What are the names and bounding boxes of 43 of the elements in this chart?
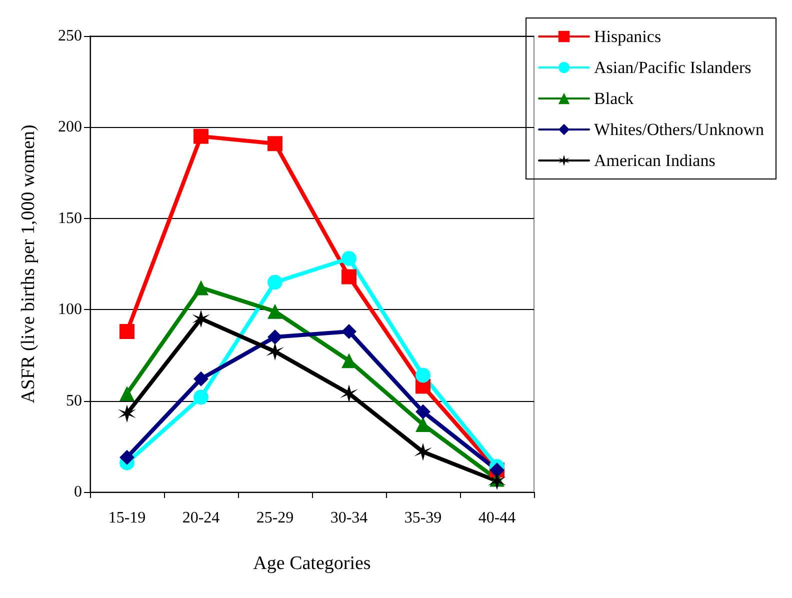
legend-label: Whites/Others/Unknown bbox=[594, 120, 764, 139]
point bbox=[416, 404, 430, 420]
point bbox=[266, 342, 284, 361]
point bbox=[192, 310, 210, 328]
point bbox=[268, 304, 282, 319]
y-tick-label: 200 bbox=[58, 118, 82, 136]
y-axis-title: ASFR (live births per 1,000 women) bbox=[18, 124, 39, 404]
y-tick-label: 150 bbox=[58, 210, 82, 227]
point bbox=[488, 472, 506, 490]
y-tick-label: 100 bbox=[58, 301, 82, 318]
point bbox=[194, 371, 208, 386]
x-tick-label: 25-29 bbox=[256, 510, 294, 526]
point bbox=[194, 280, 208, 296]
y-tick-label: 50 bbox=[66, 392, 82, 410]
x-tick-label: 40-44 bbox=[478, 510, 516, 526]
x-tick-label: 35-39 bbox=[404, 510, 442, 526]
legend-label: Black bbox=[594, 89, 634, 108]
x-axis-title: Age Categories bbox=[253, 553, 371, 574]
legend-label: Asian/Pacific Islanders bbox=[594, 58, 752, 77]
point bbox=[120, 324, 134, 339]
y-tick-label: 250 bbox=[58, 28, 82, 44]
x-tick-label: 30-34 bbox=[330, 510, 368, 526]
y-tick-label: 0 bbox=[74, 484, 82, 500]
point bbox=[342, 353, 356, 368]
x-tick-label: 15-19 bbox=[108, 510, 146, 526]
point bbox=[416, 417, 430, 432]
point bbox=[342, 251, 356, 266]
point bbox=[342, 269, 356, 284]
legend-label: Hispanics bbox=[594, 27, 662, 46]
point bbox=[342, 324, 356, 339]
point bbox=[268, 329, 282, 344]
point bbox=[268, 274, 282, 290]
point bbox=[414, 442, 432, 461]
point bbox=[120, 450, 134, 465]
point bbox=[118, 404, 136, 423]
point bbox=[120, 386, 134, 402]
point bbox=[194, 128, 208, 144]
point bbox=[194, 390, 208, 405]
point bbox=[416, 368, 430, 383]
point bbox=[340, 384, 358, 403]
legend-label: American Indians bbox=[594, 151, 716, 170]
x-tick-label: 20-24 bbox=[182, 510, 220, 526]
point bbox=[268, 136, 282, 152]
